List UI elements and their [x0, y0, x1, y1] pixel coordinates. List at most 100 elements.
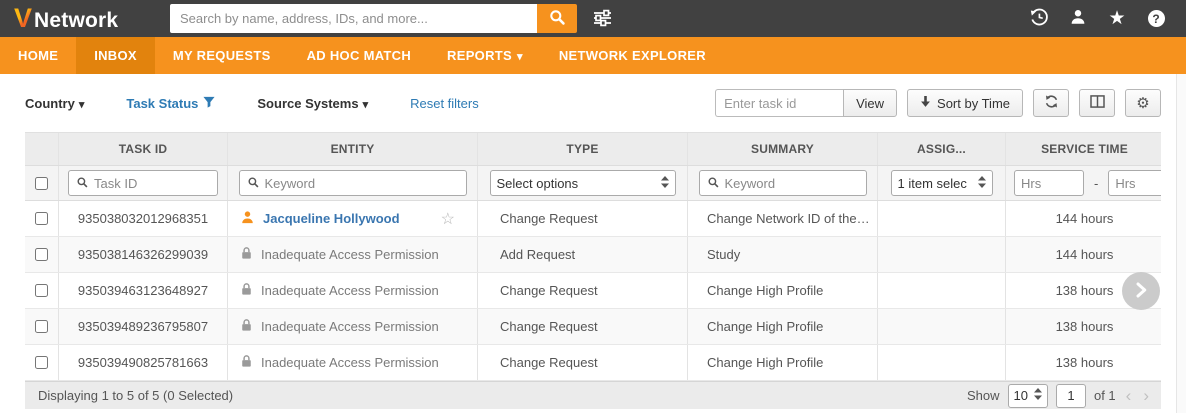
filter-toolbar: Country ▾ Task Status Source Systems ▾ Res…: [0, 74, 1186, 132]
chevron-right-icon: [1132, 281, 1150, 302]
column-header-summary: SUMMARY: [688, 133, 878, 165]
refresh-button[interactable]: [1033, 89, 1069, 117]
table-row: 935039489236795807 Inadequate Access Per…: [25, 309, 1161, 345]
logo-v-icon: V: [14, 2, 33, 33]
columns-button[interactable]: [1079, 89, 1115, 117]
task-status-filter-dropdown[interactable]: Task Status: [126, 96, 215, 111]
view-button[interactable]: View: [843, 89, 898, 117]
history-button[interactable]: [1029, 7, 1049, 30]
service-time-cell: 144 hours: [1055, 211, 1114, 226]
task-id-lookup-input[interactable]: [715, 89, 844, 117]
person-icon: [240, 210, 255, 228]
next-page-button[interactable]: ›: [1143, 386, 1149, 405]
summary-column-filter[interactable]: [724, 175, 858, 191]
spinner-icon: [1033, 388, 1042, 403]
nav-item-home[interactable]: HOME: [18, 48, 59, 63]
app-logo[interactable]: V Network: [14, 2, 119, 33]
entity-link[interactable]: Jacqueline Hollywood: [263, 211, 400, 226]
table-filter-row: Select options 1 item selec -: [25, 165, 1161, 201]
row-checkbox[interactable]: [35, 248, 48, 261]
user-button[interactable]: [1068, 9, 1088, 29]
assignee-cell: [878, 201, 1006, 236]
assignee-cell: [878, 273, 1006, 308]
search-icon: [707, 176, 719, 191]
row-checkbox[interactable]: [35, 320, 48, 333]
column-header-type: TYPE: [478, 133, 688, 165]
nav-item-inbox[interactable]: INBOX: [76, 37, 155, 74]
type-cell: Change Request: [478, 345, 688, 380]
help-icon: ?: [1147, 10, 1165, 27]
task-id-cell: 935039490825781663: [59, 345, 228, 380]
source-systems-filter-dropdown[interactable]: Source Systems ▾: [257, 95, 369, 111]
summary-cell: Change High Profile: [688, 273, 878, 308]
assignee-column-filter-select[interactable]: 1 item selec: [890, 170, 993, 196]
user-icon: [1069, 8, 1087, 29]
page-of-label: of 1: [1093, 388, 1116, 403]
entity-label: Inadequate Access Permission: [261, 355, 439, 370]
column-header-task-id: TASK ID: [59, 133, 228, 165]
nav-item-my-requests[interactable]: MY REQUESTS: [172, 48, 271, 63]
settings-button[interactable]: ⚙: [1125, 89, 1161, 117]
type-column-filter-select[interactable]: Select options: [489, 170, 676, 196]
task-id-cell: 935038032012968351: [59, 201, 228, 236]
assignee-cell: [878, 309, 1006, 344]
show-label: Show: [966, 388, 1000, 403]
vertical-scrollbar[interactable]: [1176, 74, 1186, 413]
prev-page-button[interactable]: ‹: [1125, 386, 1132, 405]
page-size-select[interactable]: 10: [1007, 383, 1048, 408]
type-cell: Change Request: [478, 273, 688, 308]
lock-icon: [240, 354, 253, 371]
task-id-cell: 935038146326299039: [59, 237, 228, 272]
lock-icon: [240, 318, 253, 335]
service-time-cell: 138 hours: [1055, 283, 1114, 298]
type-cell: Add Request: [478, 237, 688, 272]
select-all-checkbox[interactable]: [35, 176, 48, 190]
global-search-input[interactable]: [170, 4, 537, 33]
page-number-input[interactable]: [1055, 383, 1086, 408]
table-row: 935038032012968351 Jacqueline Hollywood …: [25, 201, 1161, 237]
table-header-row: TASK ID ENTITY TYPE SUMMARY ASSIG... SER…: [25, 133, 1161, 165]
service-time-cell: 138 hours: [1055, 319, 1114, 334]
tasks-table: TASK ID ENTITY TYPE SUMMARY ASSIG... SER…: [25, 132, 1161, 409]
column-header-assignee: ASSIG...: [878, 133, 1006, 165]
top-bar: V Network: [0, 0, 1186, 37]
row-checkbox[interactable]: [35, 212, 48, 225]
sort-down-icon: [920, 95, 931, 111]
search-button[interactable]: [537, 4, 577, 33]
reset-filters-link[interactable]: Reset filters: [410, 95, 479, 111]
header-select-all: [25, 133, 59, 165]
search-icon: [247, 176, 259, 191]
service-time-to-filter[interactable]: [1108, 170, 1161, 196]
service-time-from-filter[interactable]: [1014, 170, 1084, 196]
favorites-button[interactable]: ★: [1107, 9, 1127, 29]
assignee-cell: [878, 237, 1006, 272]
sort-by-time-button[interactable]: Sort by Time: [907, 89, 1023, 117]
star-icon: ★: [1108, 8, 1126, 29]
advanced-search-button[interactable]: [592, 8, 613, 31]
entity-column-filter[interactable]: [264, 175, 458, 191]
sliders-icon: [592, 9, 613, 31]
gear-icon: ⚙: [1136, 94, 1150, 112]
type-cell: Change Request: [478, 309, 688, 344]
row-checkbox[interactable]: [35, 356, 48, 369]
logo-text: Network: [34, 8, 119, 32]
spinner-icon: [660, 175, 669, 191]
history-icon: [1029, 7, 1049, 30]
scroll-columns-right-button[interactable]: [1122, 272, 1160, 310]
table-row: 935039490825781663 Inadequate Access Per…: [25, 345, 1161, 381]
chevron-down-icon: ▾: [517, 51, 523, 63]
caret-down-icon: ▾: [78, 98, 85, 111]
caret-down-icon: ▾: [362, 98, 369, 111]
nav-item-ad-hoc-match[interactable]: AD HOC MATCH: [306, 48, 412, 63]
task-id-cell: 935039489236795807: [59, 309, 228, 344]
range-dash: -: [1094, 175, 1099, 191]
task-id-column-filter[interactable]: [94, 175, 209, 191]
nav-item-reports[interactable]: REPORTS ▾: [447, 48, 523, 63]
row-checkbox[interactable]: [35, 284, 48, 297]
main-nav: HOME INBOX MY REQUESTS AD HOC MATCH REPO…: [0, 37, 1186, 74]
country-filter-dropdown[interactable]: Country ▾: [25, 95, 85, 111]
help-button[interactable]: ?: [1146, 9, 1166, 29]
column-header-service-time: SERVICE TIME: [1041, 142, 1128, 156]
favorite-star-icon[interactable]: ☆: [440, 210, 455, 228]
nav-item-network-explorer[interactable]: NETWORK EXPLORER: [558, 48, 706, 63]
